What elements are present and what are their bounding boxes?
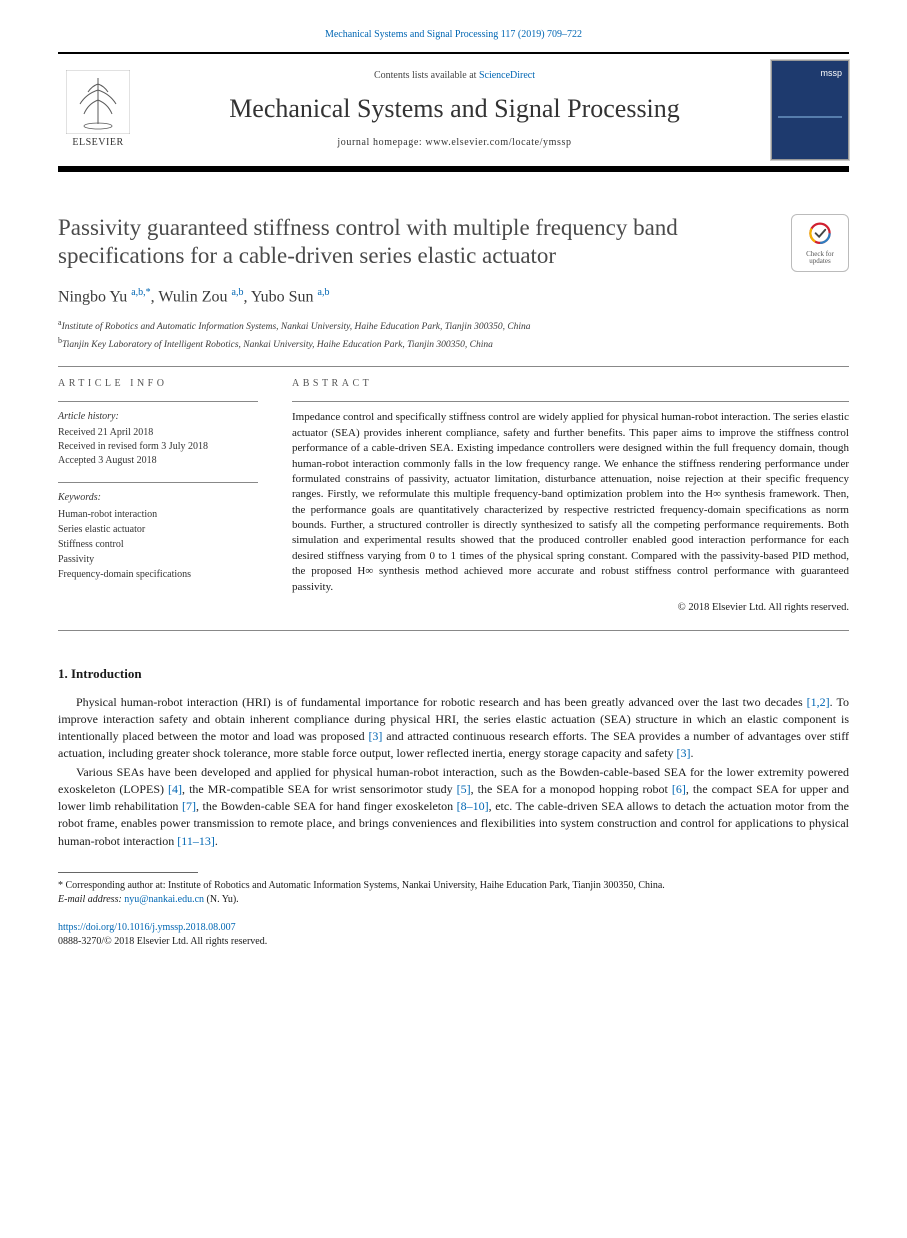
publisher-logo-block: ELSEVIER: [58, 64, 138, 156]
crossmark-text: Check for updates: [796, 251, 844, 265]
citation-ref[interactable]: [1,2]: [807, 695, 830, 709]
email-line: E-mail address: nyu@nankai.edu.cn (N. Yu…: [58, 893, 849, 907]
history-line: Received in revised form 3 July 2018: [58, 440, 258, 454]
footnotes: * Corresponding author at: Institute of …: [58, 879, 849, 907]
keywords-block: Keywords: Human-robot interactionSeries …: [58, 491, 258, 582]
article-title: Passivity guaranteed stiffness control w…: [58, 214, 779, 272]
history-title: Article history:: [58, 410, 258, 424]
citation-ref[interactable]: [4]: [168, 782, 182, 796]
issn-copyright-line: 0888-3270/© 2018 Elsevier Ltd. All right…: [58, 935, 849, 949]
intro-body: Physical human-robot interaction (HRI) i…: [58, 694, 849, 849]
affiliation-line: bTianjin Key Laboratory of Intelligent R…: [58, 335, 849, 352]
doi-block: https://doi.org/10.1016/j.ymssp.2018.08.…: [58, 921, 849, 949]
cover-wave-graphic: [778, 97, 842, 137]
citation-ref[interactable]: [8–10]: [457, 799, 489, 813]
citation-ref[interactable]: [5]: [457, 782, 471, 796]
article-info-column: ARTICLE INFO Article history: Received 2…: [58, 377, 258, 615]
abstract-text: Impedance control and specifically stiff…: [292, 410, 849, 595]
title-row: Passivity guaranteed stiffness control w…: [58, 214, 849, 272]
rule-below-abstract-head: [292, 401, 849, 402]
history-line: Received 21 April 2018: [58, 426, 258, 440]
info-abstract-row: ARTICLE INFO Article history: Received 2…: [58, 377, 849, 615]
keyword: Stiffness control: [58, 537, 258, 552]
rule-above-info: [58, 366, 849, 367]
doi-link[interactable]: https://doi.org/10.1016/j.ymssp.2018.08.…: [58, 921, 849, 935]
keyword: Passivity: [58, 552, 258, 567]
author-name: Wulin Zou: [158, 288, 231, 305]
journal-masthead: ELSEVIER Contents lists available at Sci…: [58, 52, 849, 172]
corresponding-email[interactable]: nyu@nankai.edu.cn: [124, 894, 204, 905]
journal-cover-thumbnail: mssp: [771, 60, 849, 160]
keyword: Frequency-domain specifications: [58, 567, 258, 582]
authors-line: Ningbo Yu a,b,*, Wulin Zou a,b, Yubo Sun…: [58, 286, 849, 308]
keyword: Human-robot interaction: [58, 507, 258, 522]
citation-ref[interactable]: [11–13]: [177, 834, 215, 848]
author-affil-marks: a,b: [231, 287, 243, 298]
contents-prefix: Contents lists available at: [374, 70, 479, 81]
footnote-separator: [58, 872, 198, 873]
abstract-heading: ABSTRACT: [292, 377, 849, 391]
rule-below-abstract: [58, 630, 849, 631]
body-paragraph: Physical human-robot interaction (HRI) i…: [58, 694, 849, 762]
journal-homepage[interactable]: journal homepage: www.elsevier.com/locat…: [152, 136, 757, 150]
citation-ref[interactable]: [3]: [677, 746, 691, 760]
masthead-center: Contents lists available at ScienceDirec…: [152, 63, 757, 155]
intro-heading: 1. Introduction: [58, 665, 849, 683]
contents-available-line: Contents lists available at ScienceDirec…: [152, 69, 757, 83]
article-history-block: Article history: Received 21 April 2018R…: [58, 410, 258, 468]
citation-ref[interactable]: [6]: [672, 782, 686, 796]
author-name: Ningbo Yu: [58, 288, 131, 305]
author-name: Yubo Sun: [251, 288, 318, 305]
body-paragraph: Various SEAs have been developed and app…: [58, 764, 849, 849]
author-affil-marks: a,b: [318, 287, 330, 298]
elsevier-tree-icon: [66, 70, 130, 134]
author-affil-marks: a,b,*: [131, 287, 150, 298]
corresponding-author-note: * Corresponding author at: Institute of …: [58, 879, 849, 893]
affiliations: aInstitute of Robotics and Automatic Inf…: [58, 317, 849, 352]
keywords-title: Keywords:: [58, 491, 258, 505]
history-line: Accepted 3 August 2018: [58, 454, 258, 468]
crossmark-icon: [806, 221, 834, 249]
rule-below-info-head: [58, 401, 258, 402]
journal-name: Mechanical Systems and Signal Processing: [152, 91, 757, 126]
keyword: Series elastic actuator: [58, 522, 258, 537]
rule-above-keywords: [58, 482, 258, 483]
publisher-label: ELSEVIER: [58, 136, 138, 150]
email-label: E-mail address:: [58, 894, 124, 905]
citation-header: Mechanical Systems and Signal Processing…: [58, 28, 849, 42]
affiliation-line: aInstitute of Robotics and Automatic Inf…: [58, 317, 849, 334]
cover-tag: mssp: [778, 67, 842, 79]
citation-ref[interactable]: [7]: [182, 799, 196, 813]
citation-ref[interactable]: [3]: [368, 729, 382, 743]
crossmark-badge[interactable]: Check for updates: [791, 214, 849, 272]
email-author: (N. Yu).: [204, 894, 239, 905]
article-info-heading: ARTICLE INFO: [58, 377, 258, 391]
sciencedirect-link[interactable]: ScienceDirect: [479, 70, 535, 81]
abstract-column: ABSTRACT Impedance control and specifica…: [292, 377, 849, 615]
abstract-copyright: © 2018 Elsevier Ltd. All rights reserved…: [292, 601, 849, 616]
